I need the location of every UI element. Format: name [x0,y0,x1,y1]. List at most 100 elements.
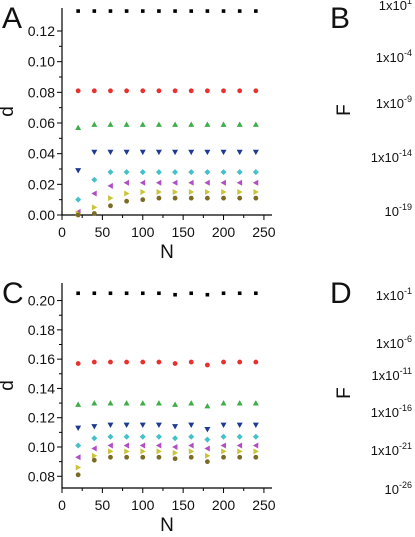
data-point [221,88,226,94]
data-series [75,454,259,478]
data-point [237,195,243,201]
y-tick-label: 0.18 [28,322,55,338]
data-point [140,291,145,296]
data-point [157,9,161,13]
data-point [172,88,178,94]
data-point [252,442,259,449]
data-point [91,204,98,211]
data-point [124,359,130,365]
data-point [253,88,259,94]
x-tick-label: 200 [212,224,236,240]
y-tick-label: 0.20 [28,293,55,309]
tick-exponent: 1 [407,0,412,6]
data-point [123,422,130,429]
data-point [172,195,178,201]
data-point [91,176,98,183]
data-point [254,9,258,13]
data-point [108,9,113,13]
data-point [155,179,162,186]
data-point [220,149,227,156]
data-point [91,435,98,442]
data-point [123,400,130,406]
data-point [124,448,130,455]
data-point [155,442,162,449]
y-tick-label: 1x10-6 [376,334,412,351]
data-point [220,179,226,186]
data-point [188,149,195,156]
data-point [188,433,195,440]
data-point [123,442,130,449]
y-tick-label: 1x101 [379,0,412,13]
data-series [75,121,259,130]
data-point [204,452,211,459]
data-point [221,454,226,460]
data-point [204,427,211,433]
data-series [75,179,259,215]
data-point [172,169,179,176]
x-tick-label: 250 [252,224,276,240]
data-point [204,121,211,127]
data-point [205,292,210,297]
data-point [221,291,226,296]
data-point [188,454,194,460]
x-tick-label: 250 [252,497,276,513]
data-point [189,291,194,296]
data-point [236,433,243,440]
data-point [140,454,146,460]
data-point [156,88,162,94]
data-series [75,422,259,433]
data-point [107,182,113,189]
data-point [75,168,82,174]
data-point [220,169,227,176]
data-point [252,400,259,406]
y-tick-label: 0.10 [28,54,55,70]
data-point [123,121,130,127]
y-axis-label: F [334,104,355,116]
data-point [75,124,82,130]
x-tick-label: 150 [171,497,195,513]
data-point [172,121,179,127]
data-point [188,422,195,429]
data-point [76,291,80,296]
tick-base: 1x10 [376,96,404,111]
data-series [75,149,259,174]
data-point [75,472,81,478]
data-point [236,179,243,186]
tick-exponent: -19 [399,202,412,212]
data-point [252,179,259,186]
data-point [155,169,162,176]
y-tick-label: 0.08 [28,468,55,484]
data-point [107,169,114,176]
data-point [221,195,226,201]
data-point [189,9,194,13]
data-point [204,189,211,195]
data-point [172,361,178,366]
data-point [75,88,81,94]
data-point [237,88,243,94]
data-point [75,425,82,431]
data-point [188,442,194,449]
data-point [173,9,177,13]
data-point [237,454,243,460]
data-point [157,291,161,296]
tick-exponent: -11 [400,366,412,376]
data-point [75,442,82,449]
data-point [91,424,98,430]
data-point [204,445,210,452]
data-point [237,359,243,365]
data-series [76,9,258,13]
data-point [107,433,114,440]
data-point [204,149,211,156]
data-series [75,88,259,94]
x-tick-label: 0 [58,497,66,513]
tick-exponent: -9 [404,94,412,104]
data-series [75,169,259,203]
data-point [220,422,227,429]
data-point [91,457,97,463]
tick-base: 10 [385,204,399,219]
tick-base: 1x10 [376,50,404,65]
tick-exponent: -6 [404,334,412,344]
y-tick-label: 1x10-9 [376,94,412,111]
data-point [204,436,211,443]
